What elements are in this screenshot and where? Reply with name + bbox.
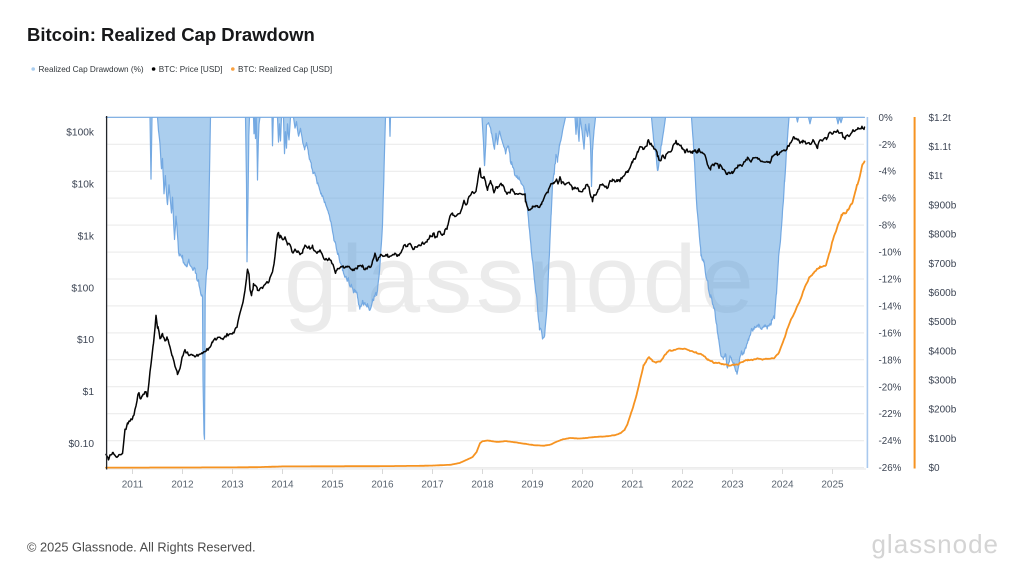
svg-text:2016: 2016	[371, 480, 394, 491]
svg-text:© 2025 Glassnode. All Rights R: © 2025 Glassnode. All Rights Reserved.	[27, 540, 256, 555]
svg-text:-26%: -26%	[879, 463, 902, 474]
svg-text:-14%: -14%	[879, 301, 902, 312]
svg-text:2022: 2022	[671, 480, 694, 491]
svg-text:$1k: $1k	[78, 231, 95, 242]
svg-text:BTC: Price [USD]: BTC: Price [USD]	[159, 65, 223, 74]
svg-text:$1: $1	[83, 387, 95, 398]
svg-text:$700b: $700b	[929, 259, 957, 270]
svg-text:$1.2t: $1.2t	[929, 113, 951, 124]
svg-text:$100k: $100k	[66, 127, 95, 138]
svg-text:2011: 2011	[122, 480, 144, 491]
svg-text:-4%: -4%	[879, 167, 897, 178]
svg-text:-18%: -18%	[879, 355, 902, 366]
svg-text:$200b: $200b	[929, 405, 957, 416]
svg-text:-12%: -12%	[879, 275, 902, 286]
svg-text:$1t: $1t	[929, 171, 943, 182]
svg-text:Realized Cap Drawdown (%): Realized Cap Drawdown (%)	[39, 65, 144, 74]
svg-text:$10: $10	[77, 335, 94, 346]
svg-text:2014: 2014	[271, 480, 294, 491]
svg-text:$900b: $900b	[929, 200, 957, 211]
svg-text:2018: 2018	[471, 480, 494, 491]
svg-text:$300b: $300b	[929, 376, 957, 387]
svg-text:-10%: -10%	[879, 248, 902, 259]
svg-text:glassnode: glassnode	[871, 529, 999, 559]
svg-text:$600b: $600b	[929, 288, 957, 299]
svg-text:$100b: $100b	[929, 434, 957, 445]
svg-text:$0: $0	[929, 463, 941, 474]
svg-text:2017: 2017	[421, 480, 444, 491]
svg-text:-20%: -20%	[879, 382, 902, 393]
svg-text:$0.10: $0.10	[69, 439, 95, 450]
svg-text:-8%: -8%	[879, 221, 897, 232]
svg-text:-2%: -2%	[879, 140, 897, 151]
svg-text:0%: 0%	[879, 113, 893, 124]
svg-text:-16%: -16%	[879, 328, 902, 339]
svg-text:-22%: -22%	[879, 409, 902, 420]
svg-text:2024: 2024	[771, 480, 794, 491]
svg-text:2013: 2013	[221, 480, 244, 491]
svg-text:2012: 2012	[171, 480, 194, 491]
svg-text:-6%: -6%	[879, 194, 897, 205]
svg-text:2025: 2025	[821, 480, 844, 491]
svg-text:$1.1t: $1.1t	[929, 142, 951, 153]
svg-text:-24%: -24%	[879, 436, 902, 447]
svg-text:2019: 2019	[521, 480, 544, 491]
svg-text:Bitcoin: Realized Cap Drawdown: Bitcoin: Realized Cap Drawdown	[27, 24, 315, 45]
svg-text:2020: 2020	[571, 480, 594, 491]
svg-text:$10k: $10k	[72, 179, 95, 190]
svg-text:$800b: $800b	[929, 230, 957, 241]
svg-text:2023: 2023	[721, 480, 744, 491]
svg-text:$500b: $500b	[929, 317, 957, 328]
svg-text:BTC: Realized Cap [USD]: BTC: Realized Cap [USD]	[238, 65, 332, 74]
svg-text:$400b: $400b	[929, 346, 957, 357]
svg-text:2021: 2021	[621, 480, 644, 491]
svg-text:2015: 2015	[321, 480, 344, 491]
svg-text:$100: $100	[71, 283, 94, 294]
